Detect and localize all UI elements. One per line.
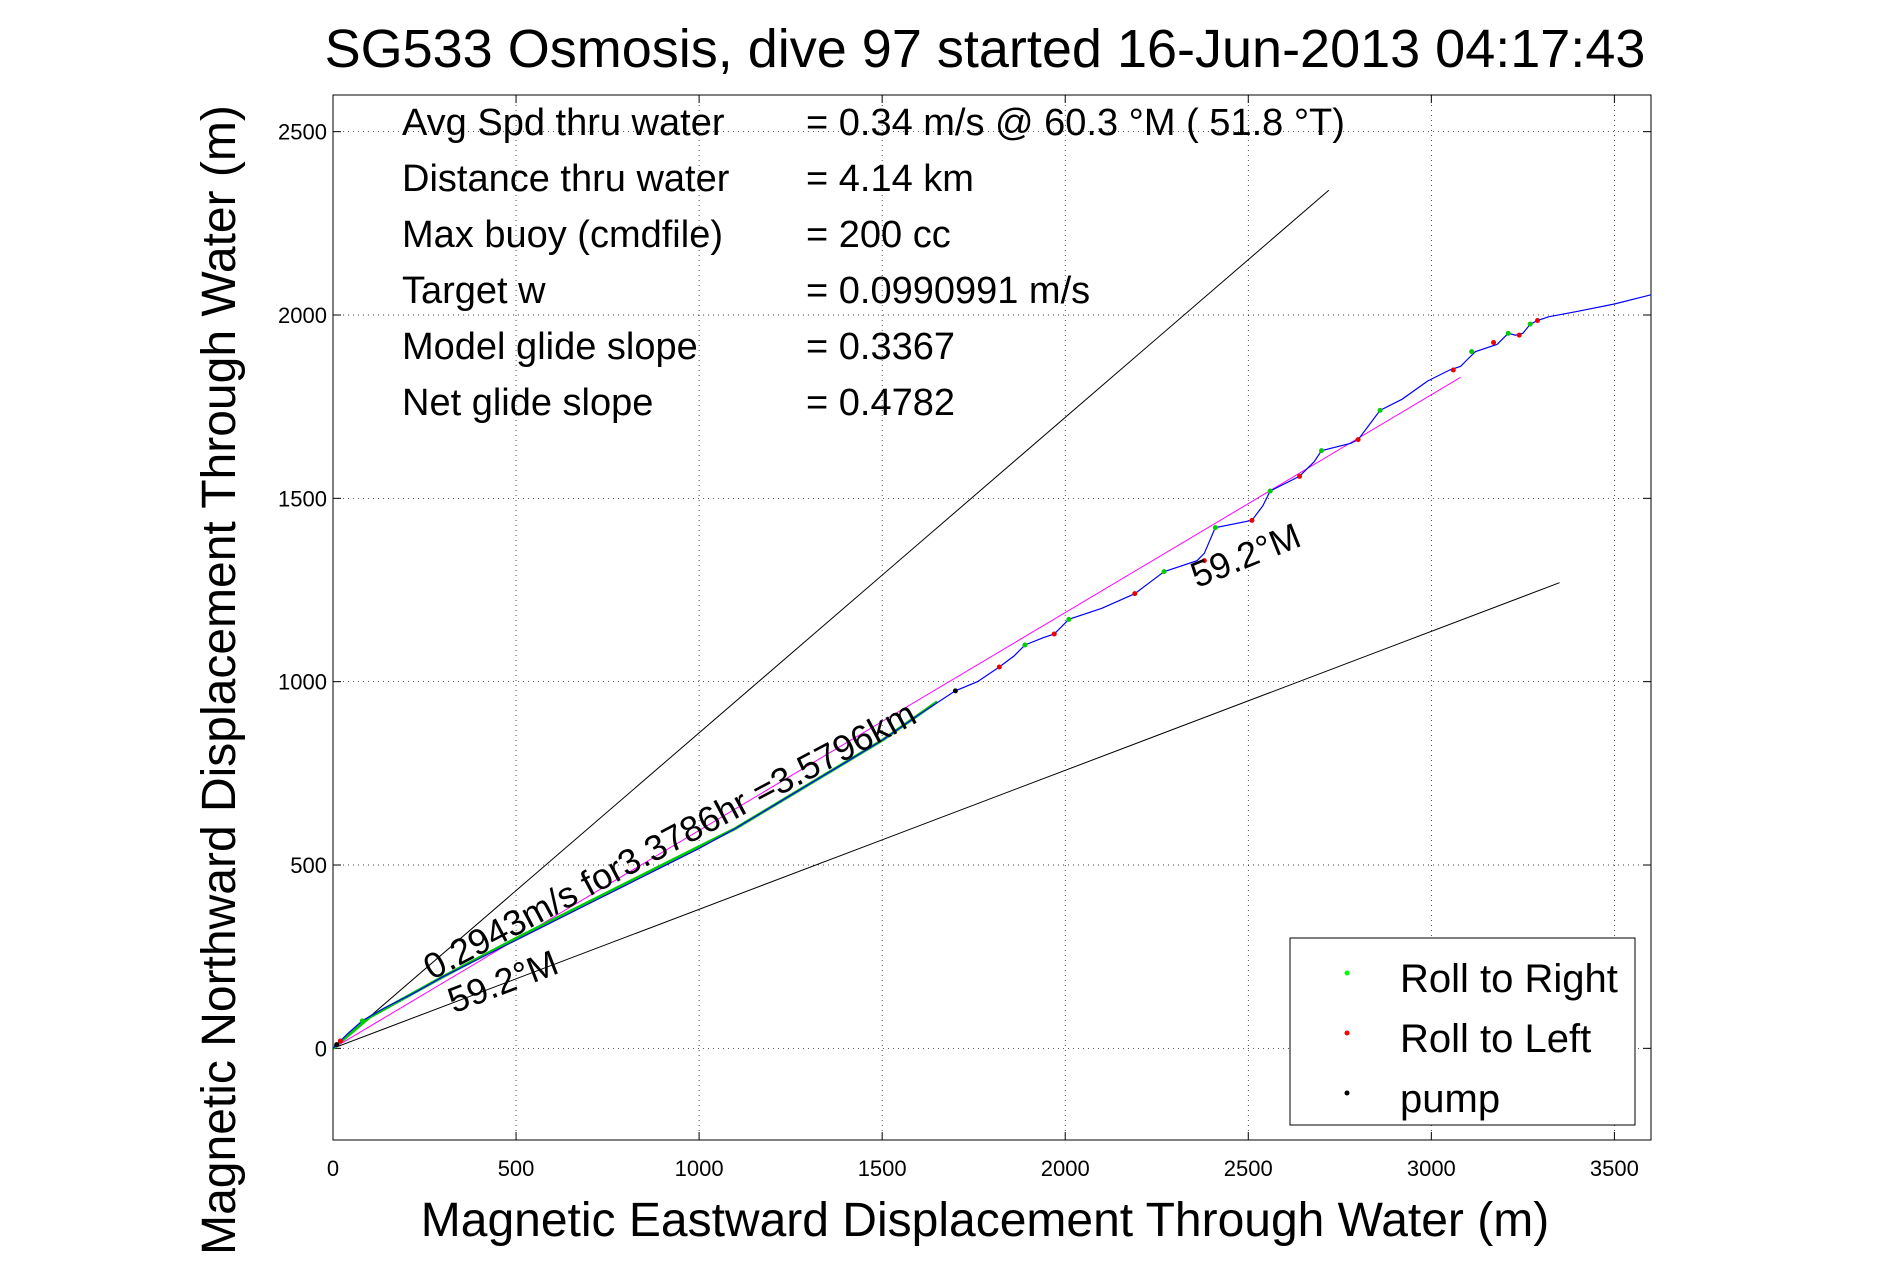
- marker-roll-left: [1132, 591, 1138, 597]
- marker-roll-left: [1051, 631, 1057, 637]
- y-tick-label: 1500: [278, 486, 327, 511]
- legend-swatch: [1344, 1090, 1350, 1096]
- legend-label: Roll to Right: [1400, 957, 1618, 1001]
- marker-roll-left: [1535, 318, 1541, 323]
- x-tick-label: 2500: [1224, 1156, 1273, 1181]
- marker-roll-right: [1469, 349, 1475, 355]
- stat-label: Max buoy (cmdfile): [402, 214, 723, 256]
- legend-swatch: [1344, 970, 1350, 976]
- y-tick-label: 1000: [278, 670, 327, 695]
- marker-roll-right: [1022, 642, 1028, 648]
- x-axis-title: Magnetic Eastward Displacement Through W…: [421, 1194, 1549, 1247]
- marker-roll-right: [1212, 525, 1218, 531]
- legend-label: pump: [1400, 1077, 1500, 1121]
- stat-label: Avg Spd thru water: [402, 102, 725, 144]
- marker-roll-right: [359, 1018, 365, 1024]
- marker-roll-left: [1491, 340, 1497, 345]
- marker-roll-left: [996, 664, 1002, 670]
- marker-pump: [952, 688, 958, 694]
- y-tick-label: 2500: [278, 120, 327, 145]
- data-layer: [333, 189, 1651, 1050]
- y-tick-label: 2000: [278, 303, 327, 328]
- stat-value: = 200 cc: [806, 214, 951, 256]
- marker-roll-right: [1527, 321, 1533, 327]
- stat-value: = 0.3367: [806, 326, 955, 368]
- marker-roll-left: [337, 1038, 343, 1044]
- legend-swatch: [1344, 1030, 1350, 1036]
- plot-area: 0 500 1000 1500 2000 2500 3000 3500 0 500 1000 1500…: [278, 94, 1652, 1181]
- x-tick-label: 3500: [1590, 1156, 1639, 1181]
- marker-roll-left: [1516, 332, 1522, 338]
- y-tick-label: 500: [290, 853, 327, 878]
- marker-roll-left: [1355, 437, 1361, 443]
- marker-roll-right: [1161, 569, 1167, 575]
- x-tick-label: 1500: [858, 1156, 907, 1181]
- marker-roll-left: [1201, 558, 1207, 564]
- x-tick-label: 2000: [1041, 1156, 1090, 1181]
- reference-line-bound-upper: [333, 189, 1330, 1049]
- x-tick-label: 3000: [1407, 1156, 1456, 1181]
- legend: Roll to Right Roll to Left pump: [1289, 937, 1636, 1126]
- marker-roll-right: [1066, 616, 1072, 622]
- stat-label: Model glide slope: [402, 326, 698, 368]
- stat-value: = 0.4782: [806, 382, 955, 424]
- stat-value: = 4.14 km: [806, 158, 974, 200]
- legend-label: Roll to Left: [1400, 1017, 1591, 1061]
- stat-label: Target w: [402, 270, 546, 312]
- stat-value: = 0.34 m/s @ 60.3 °M ( 51.8 °T): [806, 102, 1345, 144]
- stats-block: Avg Spd thru water = 0.34 m/s @ 60.3 °M (…: [402, 102, 1345, 424]
- reference-line-bound-lower: [333, 582, 1560, 1049]
- marker-roll-left: [1297, 473, 1303, 479]
- series-line-track: [333, 294, 1651, 1049]
- x-tick-label: 0: [327, 1156, 339, 1181]
- stat-label: Distance thru water: [402, 158, 730, 200]
- stat-label: Net glide slope: [402, 382, 653, 424]
- stat-value: = 0.0990991 m/s: [806, 270, 1090, 312]
- marker-roll-right: [1377, 407, 1383, 413]
- marker-roll-right: [1319, 448, 1324, 454]
- x-tick-label: 1000: [675, 1156, 724, 1181]
- marker-pump: [334, 1042, 340, 1048]
- chart-title: SG533 Osmosis, dive 97 started 16-Jun-20…: [325, 19, 1646, 79]
- marker-roll-left: [1249, 517, 1255, 523]
- y-axis-title: Magnetic Northward Displacement Through …: [193, 105, 246, 1255]
- x-tick-label: 500: [498, 1156, 535, 1181]
- marker-roll-left: [1450, 367, 1456, 373]
- marker-roll-right: [1267, 488, 1273, 494]
- marker-roll-right: [1505, 330, 1511, 336]
- y-tick-label: 0: [315, 1036, 327, 1061]
